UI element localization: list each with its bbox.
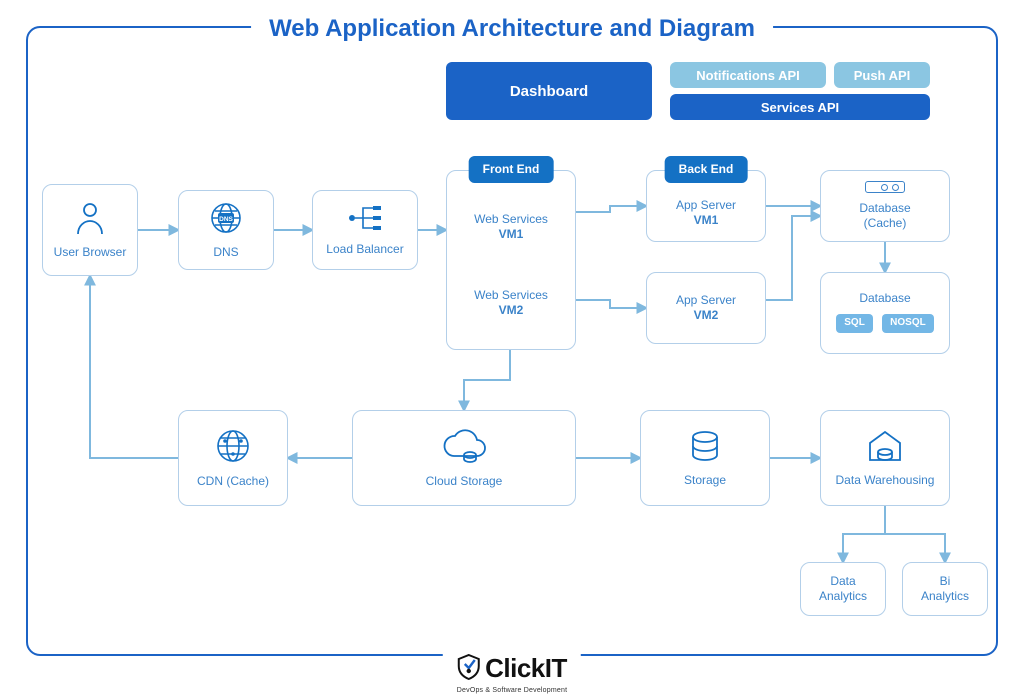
logo-brand: ClickIT	[457, 653, 567, 687]
logo-tagline: DevOps & Software Development	[457, 687, 567, 694]
node-data-analytics: Data Analytics	[800, 562, 886, 616]
node-load-balancer: Load Balancer	[312, 190, 418, 270]
frontend-row-2: Web Services VM2	[474, 288, 548, 318]
node-lb-label: Load Balancer	[326, 242, 403, 257]
frontend-row-2-sub: VM2	[499, 303, 524, 318]
backend-header: Back End	[665, 156, 748, 183]
node-frontend: Front End Web Services VM1 Web Services …	[446, 170, 576, 350]
globe-icon	[215, 428, 251, 468]
node-user-browser: User Browser	[42, 184, 138, 276]
node-cloud-storage: Cloud Storage	[352, 410, 576, 506]
bi-sub: Analytics	[921, 589, 969, 604]
cdn-label: CDN (Cache)	[197, 474, 269, 489]
frontend-row-1-sub: VM1	[499, 227, 524, 242]
backend-2-label: App Server	[676, 293, 736, 308]
pill-push-api: Push API	[834, 62, 930, 88]
database-label: Database	[859, 291, 910, 306]
subpill-nosql: NOSQL	[882, 314, 934, 333]
node-user-label: User Browser	[54, 245, 127, 260]
backend-1-label: App Server	[676, 198, 736, 213]
cloud-icon	[440, 428, 488, 468]
subpill-sql: SQL	[836, 314, 873, 333]
da-label: Data	[830, 574, 855, 589]
frontend-row-1-label: Web Services	[474, 212, 548, 227]
node-data-warehousing: Data Warehousing	[820, 410, 950, 506]
da-sub: Analytics	[819, 589, 867, 604]
shield-icon	[457, 654, 481, 687]
pill-dashboard: Dashboard	[446, 62, 652, 120]
logo-suffix: IT	[545, 653, 567, 683]
node-backend-2: App Server VM2	[646, 272, 766, 344]
node-backend-1: Back End App Server VM1	[646, 170, 766, 242]
node-dns-label: DNS	[213, 245, 238, 260]
diagram-title: Web Application Architecture and Diagram	[251, 15, 773, 43]
warehouse-icon	[866, 429, 904, 467]
db-cache-label: Database	[859, 201, 910, 216]
logo: ClickIT DevOps & Software Development	[443, 653, 581, 694]
node-database: Database SQL NOSQL	[820, 272, 950, 354]
pill-services-api: Services API	[670, 94, 930, 120]
node-db-cache: Database (Cache)	[820, 170, 950, 242]
logo-prefix: Click	[485, 653, 545, 683]
pill-notifications-api: Notifications API	[670, 62, 826, 88]
svg-text:DNS: DNS	[219, 216, 233, 223]
storage-label: Storage	[684, 473, 726, 488]
dw-label: Data Warehousing	[836, 473, 935, 488]
pill-services-label: Services API	[761, 100, 839, 115]
node-storage: Storage	[640, 410, 770, 506]
pill-push-label: Push API	[854, 68, 911, 83]
diagram-canvas: Web Application Architecture and Diagram…	[0, 0, 1024, 700]
pill-dashboard-label: Dashboard	[510, 83, 588, 100]
pill-notifications-label: Notifications API	[696, 68, 800, 83]
node-dns: DNS DNS	[178, 190, 274, 270]
frontend-row-2-label: Web Services	[474, 288, 548, 303]
backend-2-sub: VM2	[694, 308, 719, 323]
bi-label: Bi	[940, 574, 951, 589]
cylinder-icon	[688, 429, 722, 467]
database-subpills: SQL NOSQL	[833, 312, 936, 335]
backend-1-sub: VM1	[694, 213, 719, 228]
node-cdn: CDN (Cache)	[178, 410, 288, 506]
rack-icon	[865, 181, 905, 193]
frontend-row-1: Web Services VM1	[474, 212, 548, 242]
node-bi-analytics: Bi Analytics	[902, 562, 988, 616]
globe-dns-icon: DNS	[209, 201, 243, 239]
user-icon	[74, 201, 106, 239]
cloud-label: Cloud Storage	[426, 474, 503, 489]
frontend-header: Front End	[469, 156, 554, 183]
db-cache-sub: (Cache)	[864, 216, 907, 231]
balancer-icon	[347, 204, 383, 236]
